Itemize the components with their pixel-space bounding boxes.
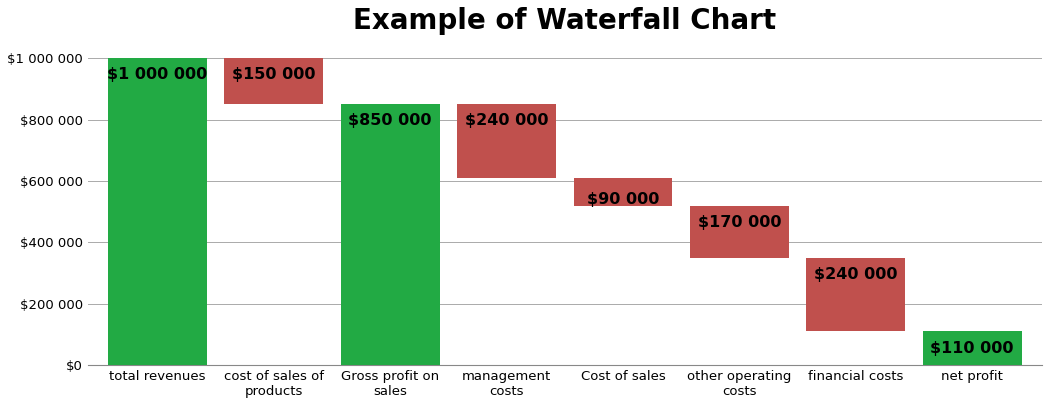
Text: $90 000: $90 000 <box>586 192 659 207</box>
Text: $150 000: $150 000 <box>232 67 316 82</box>
Bar <box>690 206 789 258</box>
Text: $1 000 000: $1 000 000 <box>107 67 208 82</box>
Bar <box>807 258 905 331</box>
Text: $850 000: $850 000 <box>348 113 432 128</box>
Bar <box>923 331 1022 365</box>
Bar <box>108 58 207 365</box>
Text: $240 000: $240 000 <box>465 113 549 128</box>
Text: $110 000: $110 000 <box>930 341 1014 356</box>
Text: $170 000: $170 000 <box>698 215 782 230</box>
Bar <box>224 58 323 104</box>
Title: Example of Waterfall Chart: Example of Waterfall Chart <box>354 7 776 35</box>
Bar <box>341 104 440 365</box>
Bar <box>457 104 556 178</box>
Text: $240 000: $240 000 <box>814 267 898 282</box>
Bar <box>574 178 672 206</box>
